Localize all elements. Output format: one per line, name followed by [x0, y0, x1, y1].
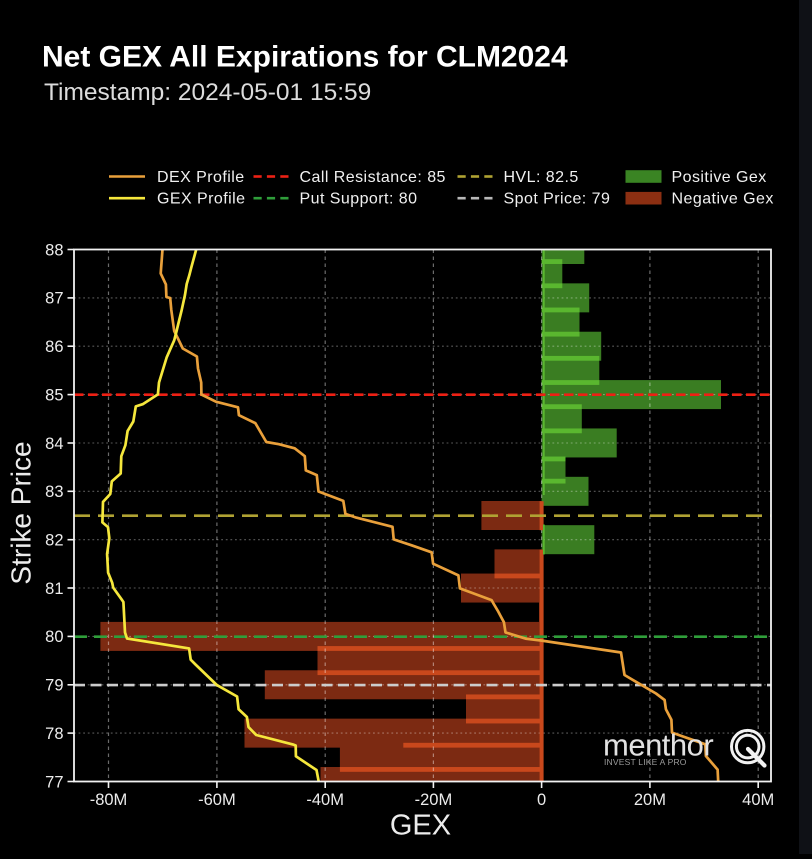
svg-text:Call Resistance: 85: Call Resistance: 85	[300, 169, 446, 186]
svg-text:DEX Profile: DEX Profile	[157, 169, 245, 186]
svg-text:83: 83	[45, 483, 63, 501]
svg-text:84: 84	[45, 435, 63, 453]
svg-text:79: 79	[45, 677, 63, 695]
svg-text:40M: 40M	[742, 791, 774, 809]
svg-text:-60M: -60M	[198, 791, 236, 809]
svg-text:Net GEX All Expirations for CL: Net GEX All Expirations for CLM2024	[42, 41, 568, 74]
svg-text:77: 77	[45, 773, 63, 791]
svg-text:Strike Price: Strike Price	[6, 441, 37, 584]
svg-text:85: 85	[45, 386, 63, 404]
svg-text:78: 78	[45, 725, 63, 743]
svg-text:GEX: GEX	[390, 810, 451, 842]
svg-text:Spot Price: 79: Spot Price: 79	[504, 191, 611, 208]
svg-text:Put Support: 80: Put Support: 80	[300, 191, 418, 208]
svg-text:GEX Profile: GEX Profile	[157, 191, 246, 208]
svg-text:82: 82	[45, 532, 63, 550]
svg-text:-40M: -40M	[306, 791, 344, 809]
svg-text:HVL: 82.5: HVL: 82.5	[504, 169, 579, 186]
svg-text:INVEST LIKE A PRO: INVEST LIKE A PRO	[604, 757, 687, 767]
svg-text:-20M: -20M	[415, 791, 453, 809]
svg-text:88: 88	[45, 241, 63, 259]
svg-text:86: 86	[45, 338, 63, 356]
svg-text:Positive Gex: Positive Gex	[672, 169, 767, 186]
svg-text:87: 87	[45, 290, 63, 308]
svg-text:-80M: -80M	[90, 791, 128, 809]
svg-text:menthor: menthor	[603, 728, 713, 763]
svg-text:0: 0	[537, 791, 546, 809]
svg-text:81: 81	[45, 580, 63, 598]
svg-text:Timestamp: 2024-05-01 15:59: Timestamp: 2024-05-01 15:59	[44, 79, 371, 106]
svg-text:80: 80	[45, 628, 63, 646]
svg-text:Negative Gex: Negative Gex	[672, 191, 774, 208]
svg-text:20M: 20M	[634, 791, 666, 809]
